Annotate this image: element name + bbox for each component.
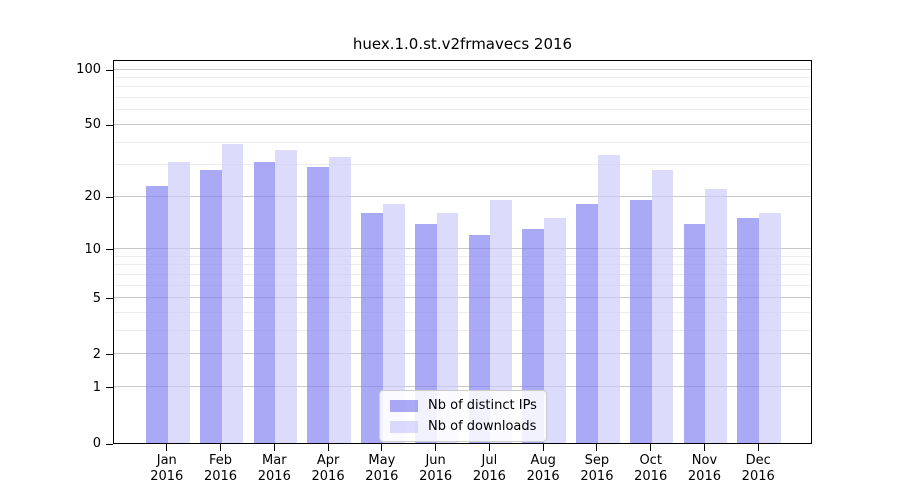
minor-gridline: [114, 330, 811, 332]
plot-area: Nb of distinct IPs Nb of downloads: [113, 60, 812, 444]
x-tick-label: May 2016: [365, 453, 399, 484]
y-tick-label: 5: [92, 290, 101, 306]
x-tick-label: Jul 2016: [472, 453, 506, 484]
y-tick: [106, 354, 113, 356]
bar-jul-downloads: [490, 200, 513, 443]
x-tick: [273, 444, 275, 451]
bar-may-distinct-ips: [361, 213, 383, 443]
minor-gridline: [114, 312, 811, 314]
bar-feb-distinct-ips: [199, 170, 222, 443]
y-tick-label: 20: [84, 189, 101, 205]
x-tick: [435, 444, 437, 451]
bar-dec-downloads: [759, 213, 782, 443]
legend-entry: Nb of distinct IPs: [390, 398, 537, 413]
bar-jun-distinct-ips: [414, 223, 437, 443]
major-gridline: [114, 195, 811, 197]
minor-gridline: [114, 264, 811, 266]
bar-mar-distinct-ips: [253, 162, 276, 443]
x-tick: [757, 444, 759, 451]
bar-apr-downloads: [329, 157, 351, 443]
y-tick-label: 0: [92, 436, 101, 451]
major-gridline: [114, 297, 811, 299]
x-tick-label: Dec 2016: [741, 453, 775, 484]
bar-jan-downloads: [167, 162, 190, 443]
bar-jun-downloads: [436, 213, 459, 443]
x-tick-label: Jan 2016: [150, 453, 184, 484]
y-tick: [106, 387, 113, 389]
y-tick: [106, 249, 113, 251]
y-tick: [106, 298, 113, 300]
major-gridline: [114, 386, 811, 388]
x-tick: [488, 444, 490, 451]
bar-dec-distinct-ips: [737, 218, 760, 443]
y-tick-label: 10: [84, 241, 101, 257]
x-tick: [327, 444, 329, 451]
y-tick-label: 1: [92, 379, 101, 395]
bar-nov-distinct-ips: [683, 223, 706, 443]
bar-oct-downloads: [651, 170, 674, 443]
minor-gridline: [114, 109, 811, 111]
x-tick: [220, 444, 222, 451]
bar-mar-downloads: [275, 150, 298, 443]
legend: Nb of distinct IPs Nb of downloads: [379, 390, 547, 442]
x-tick-label: Oct 2016: [634, 453, 668, 484]
legend-swatch-downloads: [390, 420, 418, 433]
x-tick-label: Aug 2016: [526, 453, 560, 484]
y-tick-label: 100: [76, 62, 101, 77]
minor-gridline: [114, 274, 811, 275]
legend-swatch-distinct-ips: [390, 399, 418, 412]
y-tick: [106, 196, 113, 198]
bar-jan-distinct-ips: [145, 185, 168, 443]
bar-sep-downloads: [597, 154, 620, 443]
minor-gridline: [114, 164, 811, 166]
y-tick: [106, 69, 113, 71]
minor-gridline: [114, 141, 811, 143]
bar-apr-distinct-ips: [307, 167, 330, 443]
x-tick: [703, 444, 705, 451]
x-tick-label: Apr 2016: [311, 453, 345, 484]
legend-label: Nb of distinct IPs: [428, 398, 537, 413]
x-tick-label: Mar 2016: [257, 453, 291, 484]
minor-gridline: [114, 97, 811, 99]
bar-oct-distinct-ips: [629, 200, 652, 443]
minor-gridline: [114, 76, 811, 78]
legend-label: Nb of downloads: [428, 419, 537, 434]
legend-entry: Nb of downloads: [390, 419, 536, 434]
x-tick-label: Nov 2016: [687, 453, 721, 484]
x-tick-label: Feb 2016: [203, 453, 238, 484]
x-tick-label: Jun 2016: [419, 453, 453, 484]
bar-aug-downloads: [544, 218, 566, 443]
bar-nov-downloads: [705, 188, 728, 443]
bar-sep-distinct-ips: [576, 204, 598, 443]
x-tick: [381, 444, 383, 451]
minor-gridline: [114, 284, 811, 286]
major-gridline: [114, 248, 811, 250]
x-tick: [542, 444, 544, 451]
minor-gridline: [114, 86, 811, 88]
major-gridline: [114, 68, 811, 70]
x-tick: [596, 444, 598, 451]
x-tick-label: Sep 2016: [580, 453, 614, 484]
y-tick-label: 50: [84, 117, 101, 133]
bar-feb-downloads: [221, 144, 244, 443]
y-tick-label: 2: [92, 346, 101, 362]
major-gridline: [114, 123, 811, 125]
major-gridline: [114, 353, 811, 355]
y-tick: [106, 124, 113, 126]
bar-aug-distinct-ips: [522, 229, 545, 443]
bar-may-downloads: [382, 204, 405, 443]
x-tick: [166, 444, 168, 451]
x-tick: [650, 444, 652, 451]
chart-title: huex.1.0.st.v2frmavecs 2016: [352, 35, 573, 53]
y-tick: [106, 443, 113, 445]
minor-gridline: [114, 255, 811, 257]
